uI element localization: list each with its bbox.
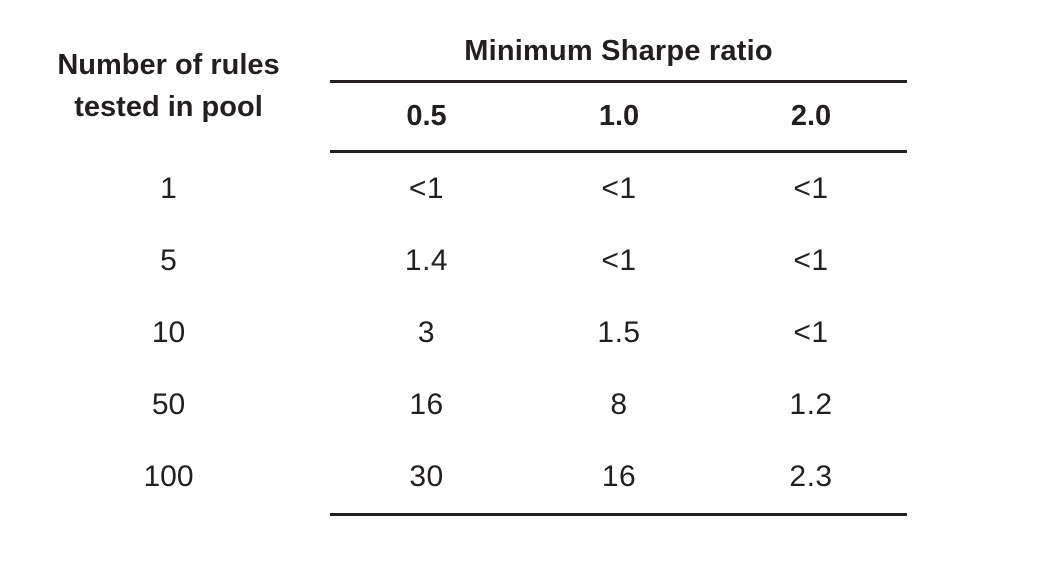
table-cell: <1 xyxy=(793,244,829,277)
row-label: 5 xyxy=(160,244,177,277)
sharpe-ratio-table: Number of rules tested in pool Minimum S… xyxy=(25,22,907,516)
column-header-2.0: 2.0 xyxy=(790,100,832,132)
rule-under-headers xyxy=(330,150,907,153)
table-cell: 3 xyxy=(417,316,436,349)
rule-bottom xyxy=(330,513,907,516)
table-cell: <1 xyxy=(601,172,637,205)
table-cell: 30 xyxy=(409,460,444,493)
table-cell: 16 xyxy=(409,388,444,421)
table-cell: 1.5 xyxy=(597,316,641,349)
row-stub-header: Number of rules tested in pool xyxy=(25,44,330,128)
row-label: 10 xyxy=(151,316,186,349)
column-header-1.0: 1.0 xyxy=(598,100,640,132)
table-cell: 8 xyxy=(610,388,628,421)
row-label: 1 xyxy=(160,172,177,205)
row-stub-header-line1: Number of rules xyxy=(57,48,280,81)
table-spanner-title: Minimum Sharpe ratio xyxy=(464,35,773,67)
table-cell: 16 xyxy=(601,460,637,493)
table-cell: 1.4 xyxy=(404,244,449,277)
rule-under-title xyxy=(330,80,907,83)
table-cell: <1 xyxy=(601,244,637,277)
row-stub-header-line2: tested in pool xyxy=(74,91,263,123)
table-cell: 1.2 xyxy=(789,388,833,421)
table-cell: <1 xyxy=(793,316,829,349)
row-label: 100 xyxy=(143,460,194,493)
table-cell: <1 xyxy=(793,172,829,205)
table-cell: 2.3 xyxy=(789,460,833,493)
column-header-0.5: 0.5 xyxy=(406,100,447,132)
table-cell: <1 xyxy=(408,172,445,205)
row-label: 50 xyxy=(151,388,186,421)
